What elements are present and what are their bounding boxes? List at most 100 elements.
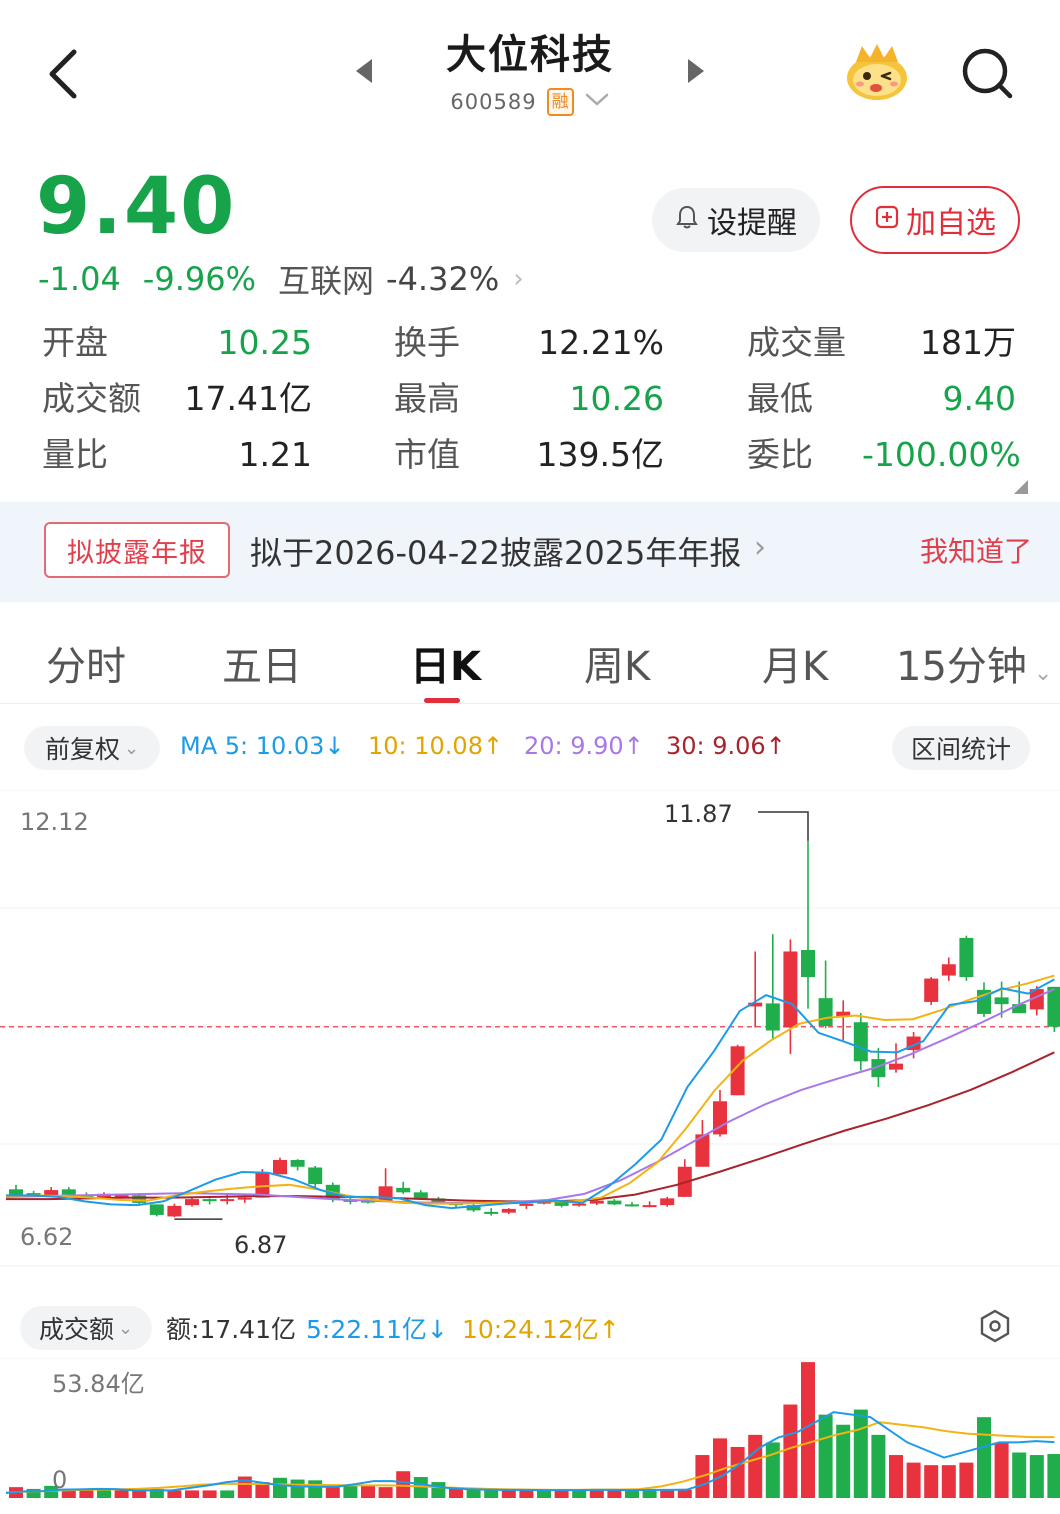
active-tab-indicator <box>424 698 460 703</box>
candle-body <box>1047 986 1060 1027</box>
candle-body <box>273 1159 287 1175</box>
candle-body <box>9 1189 23 1195</box>
adjust-selector[interactable]: 前复权 ⌄ <box>24 726 160 770</box>
turnover-bar <box>26 1488 41 1498</box>
candle-body <box>660 1198 675 1206</box>
low-annotation: 6.87 <box>234 1231 287 1259</box>
turnover-bar <box>44 1485 59 1498</box>
tab-15-minute[interactable]: 15分钟 ⌄ <box>896 634 1052 692</box>
candle-body <box>889 1063 903 1070</box>
candle-body <box>185 1199 199 1206</box>
add-watchlist-button[interactable]: 加自选 <box>850 186 1020 254</box>
turnover-bar <box>484 1490 499 1498</box>
candle-body <box>871 1059 886 1078</box>
turnover-bar <box>343 1485 358 1498</box>
search-icon[interactable] <box>958 44 1018 104</box>
ma10-value: 10: 10.08↑ <box>368 732 504 760</box>
volume-y-min-label: 0 <box>52 1466 67 1494</box>
mascot-icon[interactable] <box>842 40 912 102</box>
turnover-bar <box>660 1490 675 1498</box>
stat-value: -100.00% <box>862 435 1021 474</box>
turnover-bar <box>519 1489 534 1498</box>
margin-trading-badge: 融 <box>546 88 574 116</box>
industry-change-percent[interactable]: -4.32% <box>386 260 500 298</box>
turnover-bar <box>783 1404 798 1498</box>
turnover-bar <box>818 1414 833 1498</box>
turnover-bar-chart[interactable]: 53.84亿 0 <box>0 1358 1060 1514</box>
y-axis-max-label: 12.12 <box>20 808 89 836</box>
price-change-percent: -9.96% <box>142 260 256 298</box>
turnover-bar <box>959 1462 974 1498</box>
turnover-bar <box>79 1490 94 1498</box>
chevron-down-icon[interactable] <box>584 91 610 113</box>
tab-15-minute-label: 15分钟 <box>896 644 1027 690</box>
candle-body <box>149 1204 164 1215</box>
stat-value: 17.41亿 <box>184 379 312 418</box>
chevron-right-icon[interactable]: › <box>754 530 766 565</box>
turnover-bar <box>537 1490 551 1498</box>
candles-group <box>9 840 1060 1218</box>
dismiss-notice-button[interactable]: 我知道了 <box>920 535 1033 568</box>
candle-body <box>79 1195 94 1198</box>
turnover-bar <box>361 1485 375 1498</box>
stock-code-row[interactable]: 600589 融 <box>380 86 680 118</box>
stat-label: 量比 <box>42 435 108 474</box>
turnover-bar <box>889 1455 903 1498</box>
turnover-bar <box>255 1482 270 1498</box>
tab-weekly-k[interactable]: 周K <box>584 644 651 690</box>
turnover-bar <box>290 1479 305 1498</box>
candle-body <box>132 1195 147 1203</box>
turnover-bar <box>730 1446 745 1498</box>
volume-amount: 额:17.41亿 <box>166 1315 296 1344</box>
candle-body <box>589 1200 604 1204</box>
ma20-line <box>5 988 1055 1204</box>
industry-name[interactable]: 互联网 <box>278 262 375 300</box>
stock-code: 600589 <box>450 90 537 114</box>
turnover-bar <box>977 1417 991 1498</box>
turnover-bar <box>202 1490 217 1498</box>
stat-value: 12.21% <box>538 323 664 362</box>
candle-body <box>748 1002 763 1007</box>
stat-label: 换手 <box>394 323 460 362</box>
turnover-bar <box>396 1471 411 1498</box>
stat-value: 9.40 <box>942 379 1016 418</box>
turnover-bar <box>924 1465 939 1498</box>
chevron-right-icon[interactable]: › <box>513 264 524 294</box>
candle-body <box>1012 1004 1027 1014</box>
y-axis-min-label: 6.62 <box>20 1223 73 1251</box>
candle-body <box>994 997 1009 1005</box>
price-change: -1.04 <box>38 260 121 298</box>
candle-body <box>730 1046 745 1096</box>
plus-box-icon <box>874 203 900 238</box>
stat-value: 10.26 <box>569 379 664 418</box>
stat-label: 开盘 <box>42 323 108 362</box>
turnover-bar <box>642 1490 657 1498</box>
tab-daily-k[interactable]: 日K <box>410 644 481 690</box>
annual-report-notice[interactable]: 拟披露年报 拟于2026-04-22披露2025年年报 › 我知道了 <box>0 502 1060 602</box>
settings-hexagon-icon[interactable] <box>978 1308 1012 1348</box>
tab-intraday[interactable]: 分时 <box>46 644 126 690</box>
stat-label: 成交量 <box>747 323 846 362</box>
stat-value: 1.21 <box>238 435 312 474</box>
notice-text[interactable]: 拟于2026-04-22披露2025年年报 <box>250 534 742 572</box>
turnover-bar <box>449 1488 463 1498</box>
stats-row: 开盘 10.25 换手 12.21% 成交量 181万 <box>42 318 1018 368</box>
candlestick-chart[interactable]: 12.12 6.62 11.87 6.87 <box>0 790 1060 1270</box>
volume-selector[interactable]: 成交额 ⌄ <box>20 1306 152 1350</box>
range-stats-button[interactable]: 区间统计 <box>892 726 1030 770</box>
next-stock-icon[interactable] <box>684 56 708 86</box>
candle-body <box>625 1204 639 1207</box>
candle-body <box>941 964 956 976</box>
set-alert-button[interactable]: 设提醒 <box>652 188 820 252</box>
candle-body <box>220 1199 235 1202</box>
candle-body <box>290 1159 305 1167</box>
tab-monthly-k[interactable]: 月K <box>762 644 829 690</box>
back-arrow-icon[interactable] <box>40 44 90 104</box>
tab-five-day[interactable]: 五日 <box>222 644 302 690</box>
candle-body <box>255 1172 270 1198</box>
turnover-bar <box>220 1490 235 1498</box>
turnover-bar <box>431 1482 446 1498</box>
previous-stock-icon[interactable] <box>352 56 376 86</box>
expand-corner-icon[interactable] <box>1014 480 1028 494</box>
candle-body <box>607 1200 622 1205</box>
